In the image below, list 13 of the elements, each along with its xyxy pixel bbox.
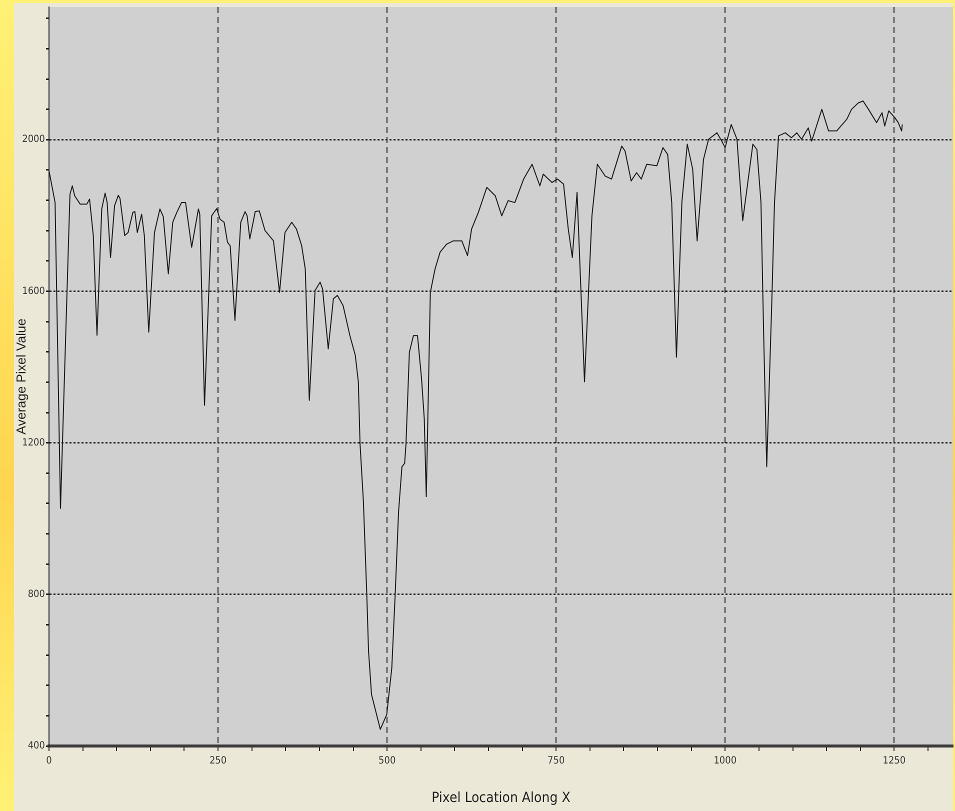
x-tick-label: 250 <box>209 756 227 767</box>
y-tick-label: 800 <box>28 589 46 600</box>
y-tick-label: 1600 <box>22 286 46 297</box>
y-tick-label: 400 <box>28 740 46 752</box>
x-tick-label: 1250 <box>882 756 906 767</box>
x-tick-label: 750 <box>548 756 565 767</box>
x-axis-title: Pixel Location Along X <box>432 790 571 806</box>
x-tick-label: 0 <box>46 756 52 767</box>
y-tick-label: 1200 <box>22 437 46 448</box>
x-tick-label: 500 <box>378 756 396 767</box>
x-tick-label: 1000 <box>714 756 737 767</box>
y-axis-title: Average Pixel Value <box>13 318 28 434</box>
y-tick-label: 2000 <box>22 134 46 146</box>
